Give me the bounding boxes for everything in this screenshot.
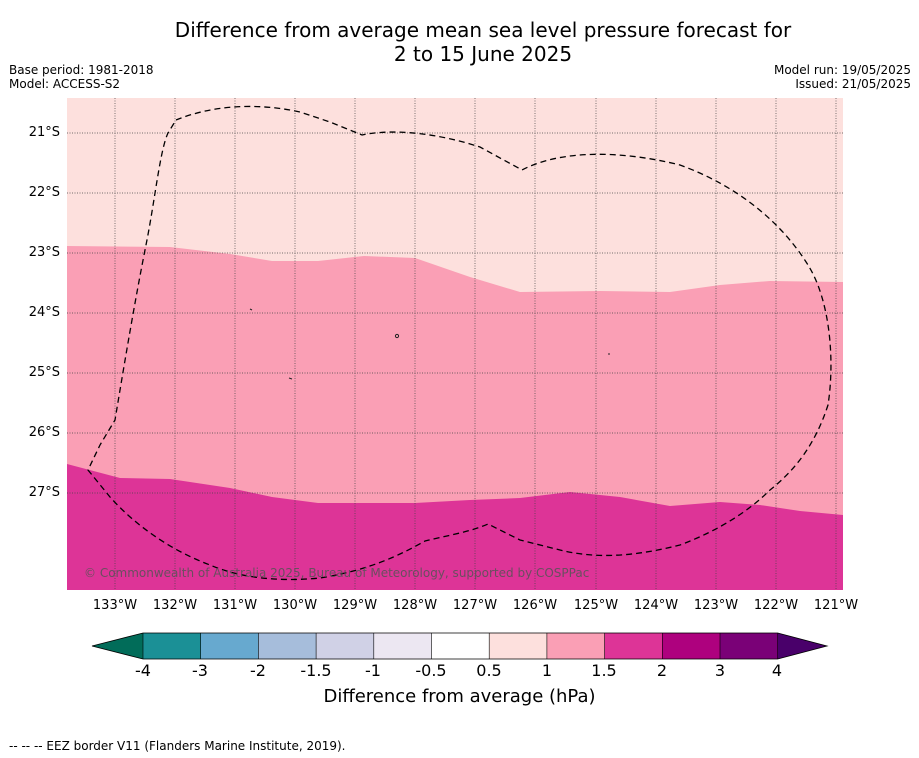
colorbar-tick-label: -1 (365, 661, 381, 680)
lon-label: 124°W (633, 598, 679, 613)
lon-label: 127°W (452, 598, 498, 613)
colorbar-segment (720, 633, 779, 659)
colorbar-over-arrow (777, 633, 827, 659)
colorbar-segment (143, 633, 202, 659)
colorbar-tick-label: -1.5 (300, 661, 332, 680)
lon-label: 131°W (212, 598, 258, 613)
lon-label: 121°W (813, 598, 859, 613)
colorbar-segment (200, 633, 259, 659)
lon-label: 128°W (392, 598, 438, 613)
colorbar-segment (373, 633, 432, 659)
model-text: Model: ACCESS-S2 (9, 77, 121, 91)
lat-label: 21°S (28, 125, 60, 140)
colorbar-segment (316, 633, 375, 659)
lon-label: 132°W (152, 598, 198, 613)
lat-label: 26°S (28, 425, 60, 440)
colorbar-under-arrow (92, 633, 143, 659)
lon-label: 126°W (512, 598, 558, 613)
colorbar-segment (431, 633, 490, 659)
colorbar-segment (604, 633, 663, 659)
lat-label: 24°S (28, 305, 60, 320)
colorbar-tick-label: 4 (771, 661, 783, 680)
lon-label: 123°W (693, 598, 739, 613)
issued-text: Issued: 21/05/2025 (795, 77, 911, 91)
map-area: © Commonwealth of Australia 2025, Bureau… (67, 98, 843, 590)
model-run-text: Model run: 19/05/2025 (773, 63, 911, 77)
meta-left: Base period: 1981-2018 Model: ACCESS-S2 (9, 63, 154, 91)
colorbar-tick-label: 0.5 (476, 661, 502, 680)
colorbar-tick-label: -3 (192, 661, 208, 680)
colorbar (91, 632, 829, 660)
copyright-text: © Commonwealth of Australia 2025, Bureau… (84, 566, 589, 580)
colorbar-segment (489, 633, 548, 659)
lon-label: 125°W (573, 598, 619, 613)
colorbar-tick-label: 1.5 (591, 661, 617, 680)
lon-label: 133°W (92, 598, 138, 613)
colorbar-title: Difference from average (hPa) (323, 686, 596, 707)
lon-label: 130°W (272, 598, 318, 613)
meta-right: Model run: 19/05/2025 Issued: 21/05/2025 (774, 63, 911, 91)
lon-label: 129°W (332, 598, 378, 613)
lat-label: 22°S (28, 185, 60, 200)
chart-title: Difference from average mean sea level p… (0, 18, 919, 66)
islands (249, 308, 610, 380)
lat-label: 25°S (28, 365, 60, 380)
base-period-text: Base period: 1981-2018 (9, 63, 154, 77)
colorbar-tick-label: 2 (656, 661, 668, 680)
eez-footnote: -- -- -- EEZ border V11 (Flanders Marine… (9, 739, 346, 753)
colorbar-tick-label: -0.5 (415, 661, 447, 680)
colorbar-segment (258, 633, 317, 659)
region-1.5-to-2 (67, 464, 843, 590)
colorbar-tick-label: 3 (714, 661, 726, 680)
lon-label: 122°W (753, 598, 799, 613)
eez-border (87, 105, 832, 581)
lat-label: 27°S (28, 485, 60, 500)
title-line-1: Difference from average mean sea level p… (174, 18, 792, 42)
colorbar-segment (546, 633, 606, 659)
colorbar-segment (662, 633, 721, 659)
colorbar-tick-label: -2 (250, 661, 266, 680)
graticule (67, 98, 843, 590)
colorbar-tick-label: -4 (135, 661, 151, 680)
title-line-2: 2 to 15 June 2025 (393, 42, 573, 66)
lat-label: 23°S (28, 245, 60, 260)
colorbar-tick-label: 1 (541, 661, 553, 680)
